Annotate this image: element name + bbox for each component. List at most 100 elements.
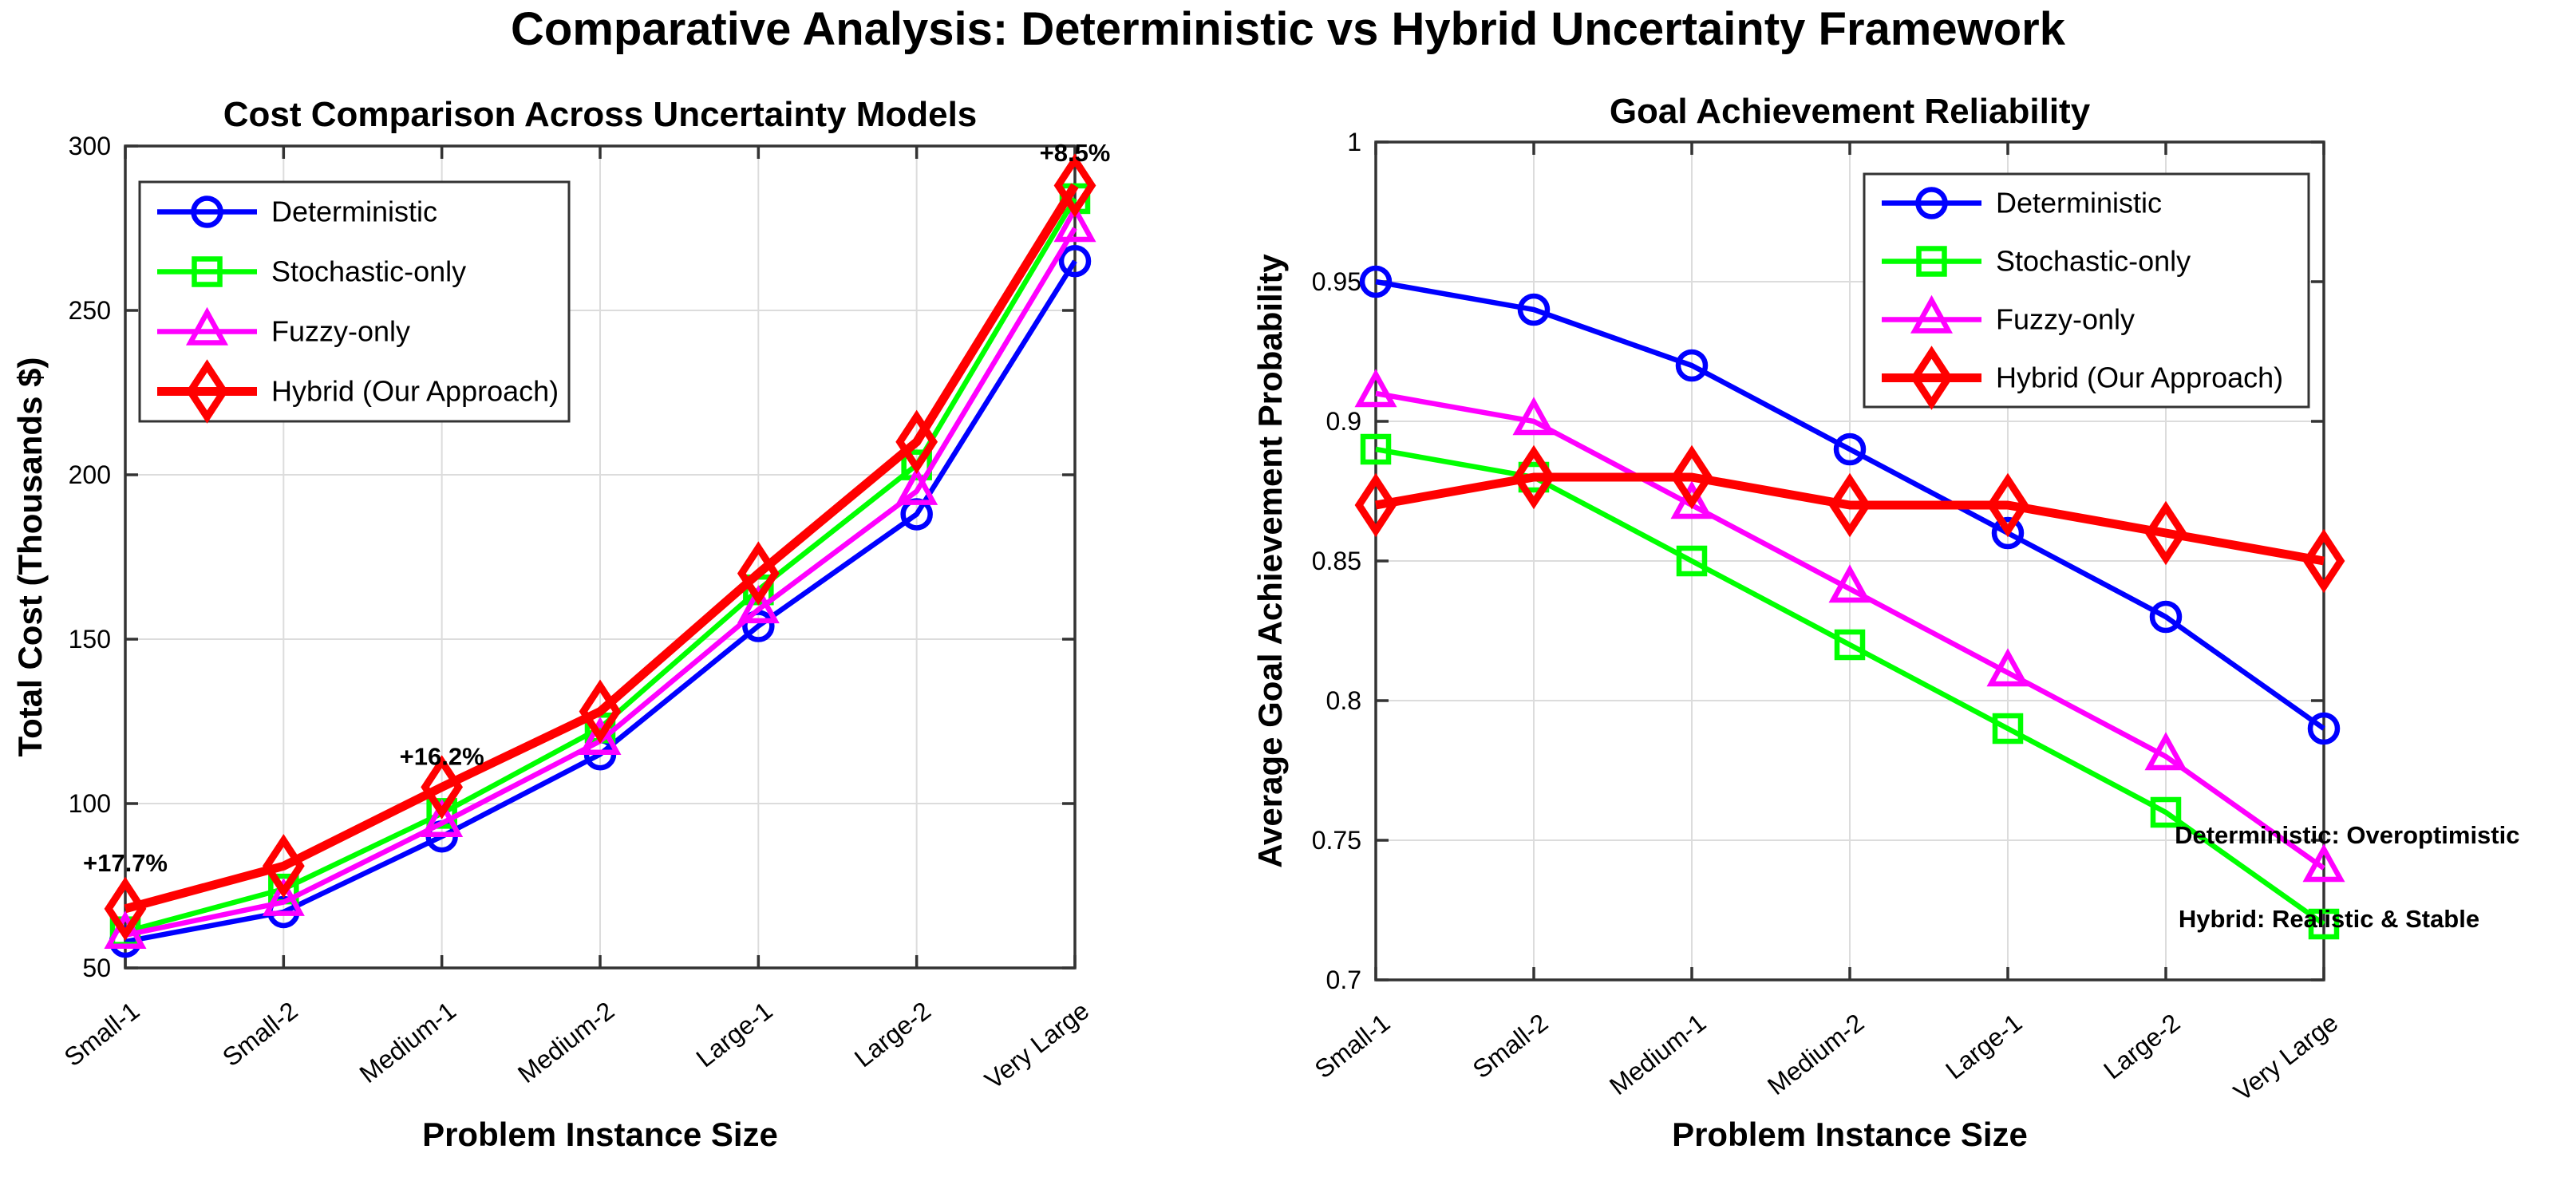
legend-marker-triangle (185, 306, 229, 346)
legend-item-label: Fuzzy-only (1996, 303, 2135, 336)
x-tick-label: Very Large (979, 996, 1094, 1095)
legend-marker-circle (191, 196, 223, 228)
data-point-marker-stochastic-only (1992, 713, 2024, 745)
left-chart-title: Cost Comparison Across Uncertainty Model… (223, 95, 978, 134)
x-tick-label: Large-1 (691, 996, 778, 1072)
data-point-marker-deterministic (2307, 712, 2341, 745)
x-tick-label: Medium-2 (512, 996, 619, 1088)
legend: Deterministic Stochastic-only Fuzzy-only Hy… (1863, 172, 2310, 410)
y-tick-label: 0.95 (1312, 267, 1361, 296)
legend-item-label: Deterministic (271, 196, 437, 228)
x-tick-label: Small-1 (59, 996, 145, 1072)
data-point-marker-stochastic-only (1834, 629, 1866, 661)
data-point-marker-deterministic (1833, 432, 1867, 466)
data-point-marker-deterministic (1675, 349, 1709, 382)
series-line-deterministic (1375, 278, 2325, 731)
data-point-marker-fuzzy-only (1053, 203, 1096, 243)
data-point-marker-hybrid-our-approach (1053, 153, 1096, 218)
data-point-marker-stochastic-only (2308, 908, 2340, 940)
series-line-hybrid-our-approach (1375, 472, 2325, 566)
legend-item-label: Stochastic-only (1996, 245, 2191, 278)
annotation-text: +8.5% (1040, 139, 1111, 167)
legend-item-label: Deterministic (1996, 187, 2162, 219)
left-chart: Small-1 Small-2 Medium-1 Medium-2 Large-1 Lar… (59, 132, 1111, 1095)
legend-item-label: Stochastic-only (271, 255, 466, 288)
data-point-marker-hybrid-our-approach (579, 679, 622, 744)
y-tick-label: 0.9 (1326, 407, 1361, 436)
x-tick-label: Small-2 (1468, 1008, 1554, 1084)
legend-box (138, 180, 571, 423)
y-tick-label: 50 (82, 954, 111, 982)
x-tick-label: Small-2 (217, 996, 303, 1072)
legend-marker-square (192, 256, 223, 287)
series-hybrid-our-approach (104, 153, 1096, 942)
data-point-marker-hybrid-our-approach (737, 541, 780, 606)
legend-item-label: Fuzzy-only (271, 315, 410, 348)
left-chart-ylabel: Total Cost (Thousands $) (11, 357, 49, 757)
data-point-marker-stochastic-only (901, 449, 932, 480)
series-line-fuzzy-only (1375, 390, 2325, 871)
data-point-marker-stochastic-only (1676, 545, 1708, 577)
data-point-marker-deterministic (1517, 293, 1551, 326)
legend-marker-diamond (186, 359, 228, 424)
data-point-marker-deterministic (1058, 244, 1092, 278)
y-tick-label: 1 (1347, 128, 1361, 156)
right-chart-ylabel: Average Goal Achievement Probability (1251, 254, 1289, 868)
y-tick-label: 0.7 (1326, 966, 1361, 994)
data-point-marker-deterministic (1359, 265, 1393, 298)
series-line-hybrid-our-approach (124, 183, 1079, 914)
data-point-marker-fuzzy-only (1512, 397, 1555, 436)
data-point-marker-hybrid-our-approach (262, 834, 305, 899)
figure-title: Comparative Analysis: Deterministic vs H… (511, 3, 2066, 55)
data-point-marker-hybrid-our-approach (1354, 472, 1397, 538)
data-point-marker-fuzzy-only (579, 717, 622, 755)
x-tick-label: Very Large (2228, 1008, 2343, 1107)
x-tick-label: Large-2 (849, 996, 936, 1072)
data-point-marker-deterministic (2149, 600, 2183, 634)
data-point-marker-hybrid-our-approach (2302, 528, 2345, 594)
annotation-text: Deterministic: Overoptimistic (2175, 821, 2519, 849)
data-point-marker-fuzzy-only (737, 585, 780, 624)
data-point-marker-hybrid-our-approach (1512, 444, 1555, 510)
data-point-marker-hybrid-our-approach (895, 409, 938, 475)
data-point-marker-fuzzy-only (421, 799, 464, 837)
y-tick-label: 0.8 (1326, 686, 1361, 715)
data-point-marker-hybrid-our-approach (2144, 500, 2187, 566)
legend-marker-circle (1915, 187, 1948, 219)
legend-item-label: Hybrid (Our Approach) (271, 375, 559, 408)
legend-marker-diamond (1910, 346, 1953, 410)
data-point-marker-stochastic-only (1360, 433, 1392, 465)
annotation-text: +17.7% (83, 849, 168, 877)
legend: Deterministic Stochastic-only Fuzzy-only Hy… (138, 180, 571, 424)
data-point-marker-fuzzy-only (2144, 732, 2187, 771)
y-tick-label: 0.75 (1312, 826, 1361, 855)
data-point-marker-fuzzy-only (1354, 369, 1397, 408)
x-tick-label: Medium-2 (1762, 1008, 1869, 1100)
legend-item-label: Hybrid (Our Approach) (1996, 361, 2283, 394)
y-tick-label: 0.85 (1312, 547, 1361, 575)
series-fuzzy-only (1354, 369, 2345, 883)
x-tick-label: Large-2 (2098, 1008, 2185, 1084)
data-point-marker-hybrid-our-approach (421, 755, 464, 820)
left-chart-xlabel: Problem Instance Size (422, 1116, 778, 1153)
data-point-marker-hybrid-our-approach (1986, 472, 2029, 538)
data-point-marker-fuzzy-only (1986, 648, 2029, 687)
data-point-marker-fuzzy-only (1670, 480, 1713, 519)
y-tick-label: 100 (69, 789, 111, 818)
x-tick-label: Large-1 (1940, 1008, 2027, 1084)
data-point-marker-hybrid-our-approach (104, 876, 147, 942)
data-point-marker-fuzzy-only (104, 910, 147, 950)
data-point-marker-hybrid-our-approach (1670, 444, 1713, 510)
y-tick-label: 300 (69, 132, 111, 160)
data-point-marker-fuzzy-only (895, 466, 938, 505)
data-point-marker-stochastic-only (2150, 796, 2182, 828)
x-tick-label: Medium-1 (354, 996, 461, 1088)
right-chart-xlabel: Problem Instance Size (1672, 1116, 2028, 1153)
x-tick-label: Medium-1 (1604, 1008, 1711, 1100)
data-point-marker-deterministic (1991, 516, 2025, 550)
series-deterministic (1359, 265, 2341, 745)
series-hybrid-our-approach (1354, 444, 2345, 594)
y-tick-label: 250 (69, 296, 111, 325)
